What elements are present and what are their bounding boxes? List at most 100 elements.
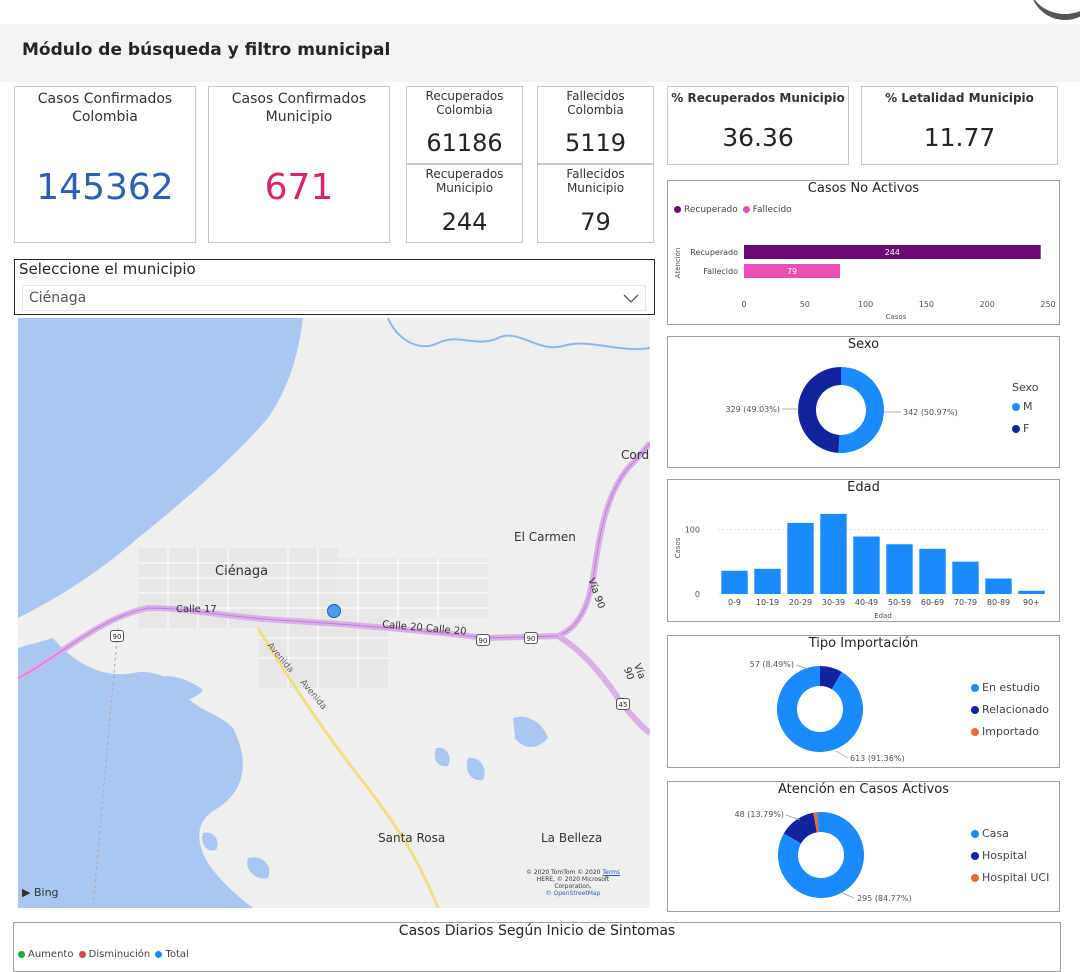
chart-plot[interactable]: 0 50 100 150 200 250 Casos Atención 244 Recuperad…: [668, 181, 1059, 324]
legend-item-relacionado: Relacionado: [971, 703, 1049, 716]
legend-total: Total: [165, 949, 189, 960]
x-tick-label: 0: [741, 300, 746, 309]
kpi-label: % Letalidad Municipio: [885, 91, 1034, 105]
chart-title: Casos Diarios Según Inicio de Sintomas: [398, 923, 676, 939]
donut-slice: [798, 367, 841, 453]
x-tick-label: 0-9: [728, 598, 741, 607]
chart-title: Edad: [847, 480, 880, 495]
kpi-card-pct-recuperados: % Recuperados Municipio 36.36: [667, 86, 849, 165]
kpi-value: 671: [264, 167, 334, 208]
bar: [985, 578, 1012, 594]
kpi-card-fallecidos-municipio: Fallecidos Municipio 79: [537, 164, 654, 243]
map-visual[interactable]: Ciénaga El Carmen Cord Santa Rosa La Bel…: [18, 318, 650, 908]
chart-plot[interactable]: 295 (84.77%) 48 (13.79%): [668, 782, 1059, 911]
x-tick-label: 150: [919, 300, 934, 309]
header-bar: Módulo de búsqueda y filtro municipal: [0, 24, 1080, 82]
map-attribution: © 2020 TomTom © 2020 Terms HERE, © 2020 …: [525, 869, 621, 897]
terms-link[interactable]: Terms: [602, 869, 621, 876]
kpi-value: 61186: [426, 129, 503, 157]
x-tick-label: 20-29: [789, 598, 812, 607]
chart-casos-no-activos[interactable]: Casos No Activos Recuperado Fallecido 0 5…: [667, 180, 1060, 325]
chart-edad[interactable]: Edad 0 100 Casos 0-9 10-19 20-29 30-39 40-49 50-…: [667, 479, 1060, 622]
chart-tipo-importacion[interactable]: Tipo Importación 613 (91.36%) 57 (8.49%) …: [667, 635, 1060, 768]
x-tick-label: 100: [858, 300, 873, 309]
legend-item-en-estudio: En estudio: [971, 681, 1040, 694]
chart-plot[interactable]: 342 (50.97%) 329 (49.03%): [668, 337, 1059, 467]
donut-slice: [778, 812, 864, 898]
bing-logo: ▶ Bing: [22, 886, 59, 899]
chart-atencion-casos-activos[interactable]: Atención en Casos Activos 295 (84.77%) 48…: [667, 781, 1060, 912]
x-tick-label: 10-19: [756, 598, 779, 607]
legend-item-importado: Importado: [971, 725, 1039, 738]
legend-aumento: Aumento: [28, 949, 74, 960]
x-tick-label: 80-89: [987, 598, 1010, 607]
kpi-card-confirmados-municipio: Casos Confirmados Municipio 671: [208, 86, 390, 243]
location-marker: [327, 604, 341, 618]
map-label-cienaga: Ciénaga: [215, 564, 269, 579]
route-shield-90: 90: [110, 630, 124, 642]
bar: [886, 544, 913, 594]
bar: [787, 522, 814, 594]
bar: [952, 561, 979, 594]
kpi-card-pct-letalidad: % Letalidad Municipio 11.77: [861, 86, 1058, 165]
chart-plot[interactable]: 613 (91.36%) 57 (8.49%): [668, 636, 1059, 767]
donut-slice: [777, 666, 863, 752]
bar: [853, 536, 880, 594]
map-label-calle17: Calle 17: [176, 604, 217, 615]
municipio-dropdown[interactable]: Ciénaga: [22, 285, 646, 311]
chart-sexo[interactable]: Sexo 342 (50.97%) 329 (49.03%) Sexo M F: [667, 336, 1060, 468]
route-shield-90: 90: [476, 634, 490, 646]
bar: [744, 264, 841, 278]
map-label-cord: Cord: [621, 448, 650, 462]
kpi-label: Casos Confirmados Colombia: [37, 91, 173, 125]
x-tick-label: 200: [980, 300, 995, 309]
chart-legend: Recuperado Fallecido: [674, 205, 792, 215]
legend-item-hospital: Hospital: [971, 849, 1027, 862]
legend-item-casa: Casa: [971, 827, 1009, 840]
kpi-card-fallecidos-colombia: Fallecidos Colombia 5119: [537, 86, 654, 164]
x-axis-label: Edad: [874, 612, 892, 620]
chart-title: Atención en Casos Activos: [777, 782, 950, 797]
kpi-card-recuperados-colombia: Recuperados Colombia 61186: [406, 86, 523, 164]
data-label: 613 (91.36%): [850, 754, 905, 763]
y-tick-label: Fallecido: [703, 267, 738, 276]
bar: [1018, 590, 1045, 594]
chart-casos-diarios[interactable]: Casos Diarios Según Inicio de Sintomas A…: [13, 922, 1061, 972]
donut-slice: [813, 812, 819, 833]
kpi-label: Casos Confirmados Municipio: [231, 91, 367, 125]
kpi-value: 5119: [564, 129, 627, 157]
kpi-value: 79: [580, 208, 611, 236]
legend-title: Sexo: [1012, 381, 1039, 394]
map-label-el-carmen: El Carmen: [514, 530, 576, 544]
x-tick-label: 50-59: [888, 598, 911, 607]
x-tick-label: 90+: [1023, 598, 1040, 607]
kpi-label: Fallecidos Colombia: [566, 89, 625, 117]
x-tick-label: 30-39: [822, 598, 845, 607]
donut-slice: [838, 367, 885, 453]
chevron-down-icon[interactable]: [623, 294, 639, 304]
legend-recuperado: Recuperado: [684, 205, 738, 215]
bar: [919, 548, 946, 594]
y-tick-label: Recuperado: [690, 248, 738, 257]
route-shield-90: 90: [524, 632, 538, 644]
openstreetmap-link[interactable]: © OpenStreetMap: [545, 890, 601, 897]
data-label: 57 (8.49%): [750, 660, 794, 669]
kpi-value: 145362: [36, 167, 174, 208]
kpi-card-confirmados-colombia: Casos Confirmados Colombia 145362: [14, 86, 196, 243]
kpi-value: 11.77: [923, 123, 996, 152]
kpi-label: Recuperados Colombia: [425, 89, 504, 117]
page-title: Módulo de búsqueda y filtro municipal: [22, 40, 391, 60]
chart-title: Tipo Importación: [808, 636, 919, 651]
bar: [820, 513, 847, 594]
chart-title: Sexo: [847, 337, 880, 352]
x-axis-label: Casos: [886, 313, 907, 321]
data-label: 79: [787, 267, 797, 276]
map-label-la-belleza: La Belleza: [541, 831, 603, 845]
municipio-slicer: Seleccione el municipio Ciénaga: [14, 259, 655, 315]
donut-slice: [783, 812, 817, 844]
bar: [721, 570, 748, 594]
map-canvas[interactable]: [18, 318, 650, 908]
chart-title: Casos No Activos: [807, 181, 920, 196]
data-label: 342 (50.97%): [903, 408, 958, 417]
